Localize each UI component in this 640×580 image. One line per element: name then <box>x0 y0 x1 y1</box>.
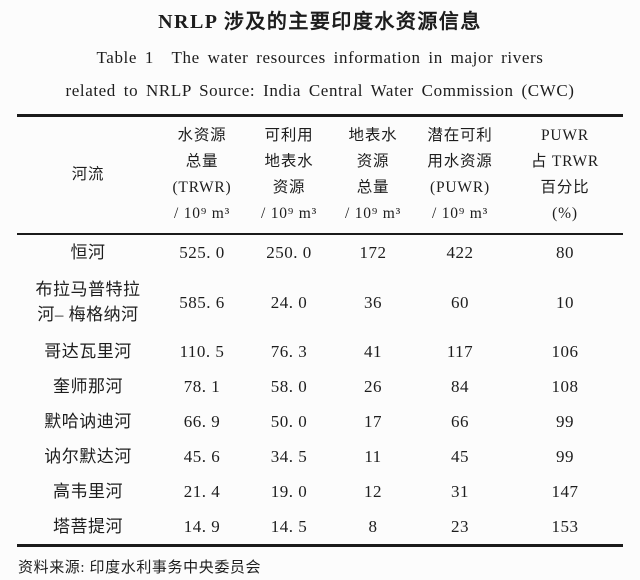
cell-puwr-pct: 99 <box>556 447 574 466</box>
source-note: 资料来源: 印度水利事务中央委员会 <box>18 560 262 576</box>
table-header-row: 河流 水资源 总量 (TRWR) / 10⁹ m³ 可利用 地表水 资源 / 1… <box>17 117 623 235</box>
col-header-usable-surface-water: 可利用 地表水 资源 / 10⁹ m³ <box>260 127 318 222</box>
table-caption-line1: Table 1 The water resources information … <box>96 48 544 67</box>
cell-river: 默哈讷迪河 <box>44 412 132 431</box>
cell-puwr-pct: 153 <box>551 517 579 536</box>
cell-river: 讷尔默达河 <box>44 447 132 466</box>
cell-surface-total: 8 <box>368 517 378 536</box>
cell-puwr-pct: 10 <box>556 292 574 312</box>
cell-surface-total: 172 <box>359 243 387 262</box>
cell-puwr: 31 <box>451 482 469 501</box>
cell-puwr: 45 <box>451 447 469 466</box>
cell-puwr-pct: 108 <box>551 377 579 396</box>
cell-trwr: 525. 0 <box>179 243 225 262</box>
cell-puwr-pct: 147 <box>551 482 579 501</box>
cell-surface-total: 36 <box>364 292 382 312</box>
cell-puwr: 66 <box>451 412 469 431</box>
col-header-puwr: 潜在可利 用水资源 (PUWR) / 10⁹ m³ <box>427 127 493 222</box>
cell-puwr: 60 <box>451 292 469 312</box>
cell-trwr: 21. 4 <box>183 482 221 501</box>
table-row: 讷尔默达河 45. 6 34. 5 11 45 99 <box>17 439 623 474</box>
cell-usable-surface: 14. 5 <box>270 517 308 536</box>
cell-puwr-pct: 99 <box>556 412 574 431</box>
page-title: NRLP 涉及的主要印度水资源信息 <box>158 11 482 33</box>
table-row: 默哈讷迪河 66. 9 50. 0 17 66 99 <box>17 404 623 439</box>
cell-usable-surface: 24. 0 <box>270 292 308 312</box>
cell-puwr: 117 <box>446 342 474 361</box>
col-header-puwr-pct: PUWR 占 TRWR 百分比 (%) <box>530 127 600 222</box>
cell-river: 布拉马普特拉 河– 梅格纳河 <box>35 280 141 324</box>
col-header-river: 河流 <box>71 166 105 183</box>
cell-surface-total: 17 <box>364 412 382 431</box>
table-row: 高韦里河 21. 4 19. 0 12 31 147 <box>17 474 623 509</box>
table-row: 哥达瓦里河 110. 5 76. 3 41 117 106 <box>17 334 623 369</box>
cell-usable-surface: 250. 0 <box>266 243 312 262</box>
cell-surface-total: 26 <box>364 377 382 396</box>
table-caption-line2: related to NRLP Source: India Central Wa… <box>65 81 575 100</box>
cell-river: 恒河 <box>70 243 106 262</box>
cell-trwr: 14. 9 <box>183 517 221 536</box>
table-row: 塔菩提河 14. 9 14. 5 8 23 153 <box>17 509 623 544</box>
cell-usable-surface: 34. 5 <box>270 447 308 466</box>
col-header-surface-water-total: 地表水 资源 总量 / 10⁹ m³ <box>344 127 402 222</box>
cell-puwr-pct: 80 <box>556 243 574 262</box>
cell-puwr: 23 <box>451 517 469 536</box>
cell-surface-total: 41 <box>364 342 382 361</box>
table-row: 布拉马普特拉 河– 梅格纳河 585. 6 24. 0 36 60 10 <box>17 270 623 334</box>
cell-trwr: 110. 5 <box>179 342 225 361</box>
table-row: 恒河 525. 0 250. 0 172 422 80 <box>17 235 623 270</box>
cell-river: 哥达瓦里河 <box>44 342 132 361</box>
cell-river: 塔菩提河 <box>53 517 123 536</box>
cell-puwr-pct: 106 <box>551 342 579 361</box>
cell-surface-total: 11 <box>364 447 382 466</box>
col-header-trwr: 水资源 总量 (TRWR) / 10⁹ m³ <box>172 127 232 222</box>
cell-surface-total: 12 <box>364 482 382 501</box>
cell-usable-surface: 58. 0 <box>270 377 308 396</box>
cell-river: 高韦里河 <box>53 482 123 501</box>
cell-river: 奎师那河 <box>53 377 123 396</box>
cell-trwr: 66. 9 <box>183 412 221 431</box>
cell-puwr: 422 <box>446 243 474 262</box>
cell-trwr: 78. 1 <box>183 377 221 396</box>
table-row: 奎师那河 78. 1 58. 0 26 84 108 <box>17 369 623 404</box>
water-resources-table: 河流 水资源 总量 (TRWR) / 10⁹ m³ 可利用 地表水 资源 / 1… <box>17 114 623 547</box>
cell-puwr: 84 <box>451 377 469 396</box>
cell-trwr: 585. 6 <box>179 292 225 312</box>
cell-usable-surface: 19. 0 <box>270 482 308 501</box>
cell-usable-surface: 50. 0 <box>270 412 308 431</box>
cell-usable-surface: 76. 3 <box>270 342 308 361</box>
cell-trwr: 45. 6 <box>183 447 221 466</box>
